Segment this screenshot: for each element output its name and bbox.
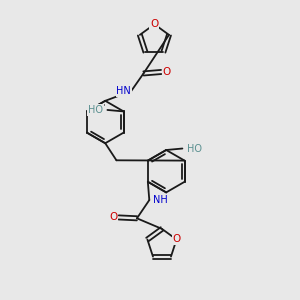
Text: HO: HO <box>187 143 202 154</box>
Text: O: O <box>162 67 171 77</box>
Text: NH: NH <box>153 195 168 205</box>
Text: O: O <box>150 19 158 29</box>
Text: O: O <box>109 212 118 222</box>
Text: HN: HN <box>116 86 131 96</box>
Text: HO: HO <box>88 105 103 115</box>
Text: O: O <box>172 235 181 244</box>
